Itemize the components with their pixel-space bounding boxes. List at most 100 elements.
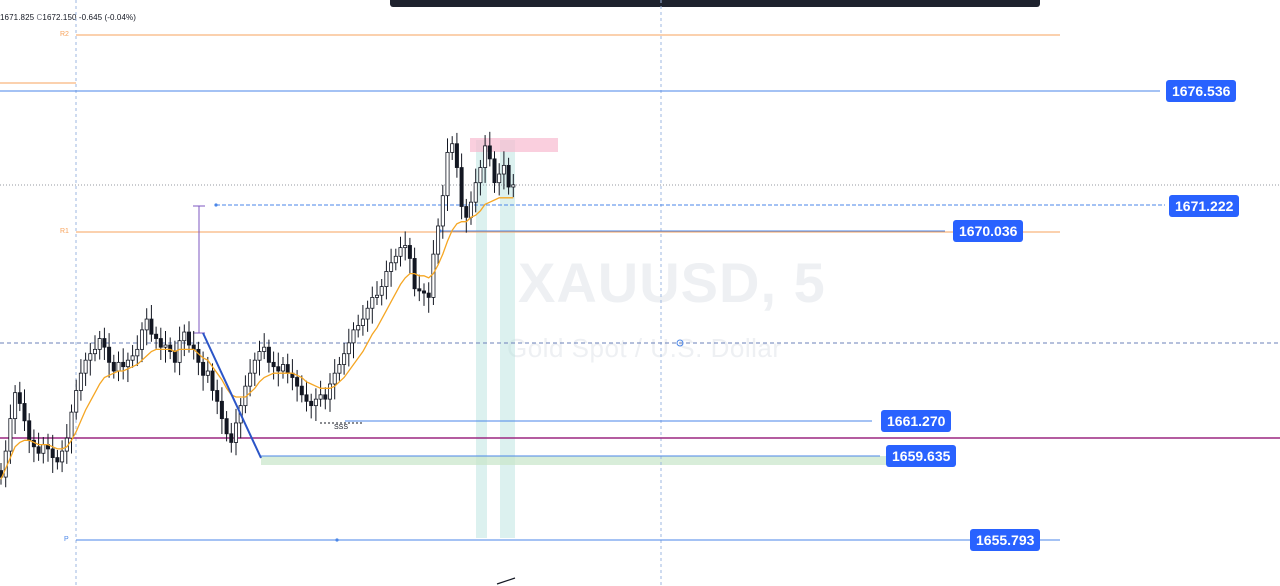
candle-body [130,355,135,361]
top-toolbar[interactable] [390,0,1040,7]
pivot-p-label: P [64,536,69,543]
candle-body [497,173,502,184]
candle-body [262,346,267,352]
candle-body [365,307,370,320]
candle-body [111,361,116,372]
candle-body [224,418,229,435]
vertical-band-2 [500,140,515,538]
candle-body [445,151,450,197]
candle-body [36,446,41,454]
level-anchor-1671[interactable] [214,203,218,207]
candle-body [389,262,394,272]
candlestick-series [0,131,516,488]
candle-body [78,372,83,391]
candle-body [464,206,469,218]
candle-body [473,182,478,203]
price-tag-1655[interactable]: 1655.793 [970,529,1041,551]
candle-body [454,143,459,168]
candle-body [41,444,46,454]
candle-body [266,346,271,363]
candle-body [3,450,8,478]
legend-change: -0.645 (-0.04%) [78,13,136,22]
candle-body [379,286,384,296]
legend-close: 1672.150 [42,13,77,22]
candle-body [370,297,375,309]
candle-body [60,450,65,463]
candle-body [492,158,497,184]
candle-body [191,344,196,350]
candle-body [318,394,323,400]
candle-body [459,167,464,207]
candle-body [182,331,187,342]
candle-body [468,201,473,218]
candle-body [125,359,130,368]
price-tag-1676[interactable]: 1676.536 [1166,80,1237,102]
candle-body [0,470,4,478]
pivot-p-anchor[interactable] [335,538,339,542]
candle-body [172,351,177,363]
candle-body [450,143,455,153]
price-tag-1670[interactable]: 1670.036 [953,220,1024,242]
moving-average-line [0,197,514,480]
candle-body [55,457,60,463]
candle-body [351,329,356,344]
candle-body [417,288,422,292]
candle-body [271,361,276,368]
price-tag-1659[interactable]: 1659.635 [886,445,957,467]
candle-body [506,164,511,188]
resistance-zone [470,138,558,152]
candle-body [436,225,441,255]
candle-body [407,245,412,259]
candle-body [233,422,238,443]
candle-body [478,167,483,184]
candle-body [88,353,93,361]
vertical-band-1 [476,140,487,538]
ohlc-legend: 1671.825 C1672.150 -0.645 (-0.04%) [0,13,136,22]
candle-body [299,385,304,396]
pivot-r2-label: R2 [60,31,69,38]
candle-body [154,333,159,339]
symbol-watermark: XAUUSD, 5 [518,251,826,314]
candle-body [186,331,191,346]
candle-body [342,353,347,365]
candle-body [74,390,79,413]
candle-body [360,318,365,326]
candle-body [229,433,234,443]
candle-body [295,377,300,387]
candle-body [483,145,488,168]
candle-body [332,372,337,385]
pivot-r1-label: R1 [60,228,69,235]
candle-body [69,411,74,439]
candle-body [403,245,408,249]
candle-body [511,184,516,188]
price-tag-1661[interactable]: 1661.270 [881,410,952,432]
crosshair-circle-icon[interactable] [676,339,684,347]
candle-body [205,370,210,376]
candle-body [431,253,436,298]
candle-body [398,247,403,257]
price-tag-1671[interactable]: 1671.222 [1169,195,1240,217]
candle-body [421,290,426,294]
candle-body [304,394,309,402]
candle-body [219,400,224,420]
candle-body [135,348,140,357]
candle-body [252,359,257,374]
support-zone [261,456,886,465]
candle-body [440,195,445,227]
candle-body [327,383,332,400]
candle-body [22,403,27,422]
trendline-icon [496,577,516,585]
candle-body [17,392,22,404]
candle-body [149,318,154,335]
candle-body [346,342,351,355]
candle-body [257,351,262,361]
candle-body [8,418,13,452]
candle-body [501,164,506,175]
trend-line[interactable] [202,332,262,459]
candle-body [426,292,431,298]
candle-body [139,329,144,350]
candle-body [280,364,285,372]
candle-body [144,318,149,331]
candle-body [121,361,126,368]
